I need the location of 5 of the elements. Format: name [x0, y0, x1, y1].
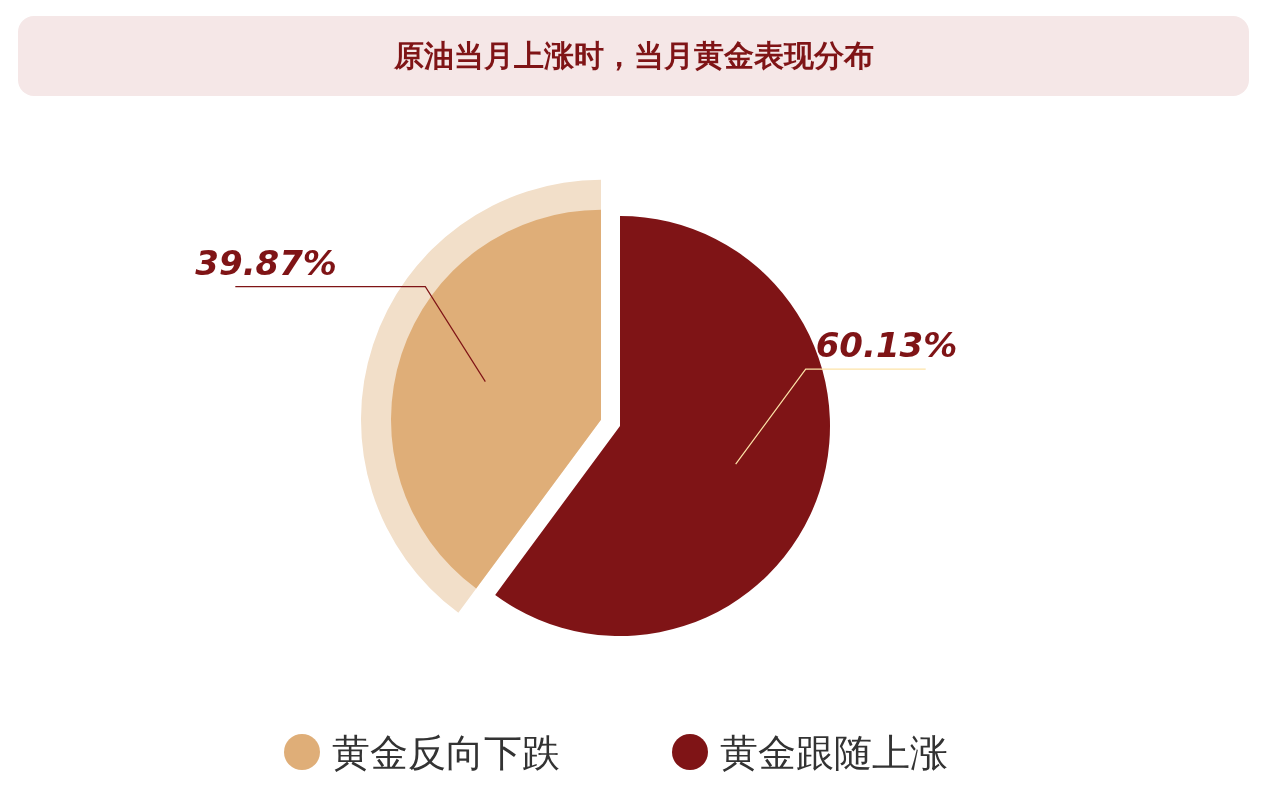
data-label: 60.13%: [815, 325, 958, 366]
legend-label: 黄金跟随上涨: [720, 731, 948, 775]
legend-label: 黄金反向下跌: [332, 731, 560, 775]
data-label: 39.87%: [195, 242, 337, 283]
chart-title: 原油当月上涨时，当月黄金表现分布: [393, 38, 874, 73]
